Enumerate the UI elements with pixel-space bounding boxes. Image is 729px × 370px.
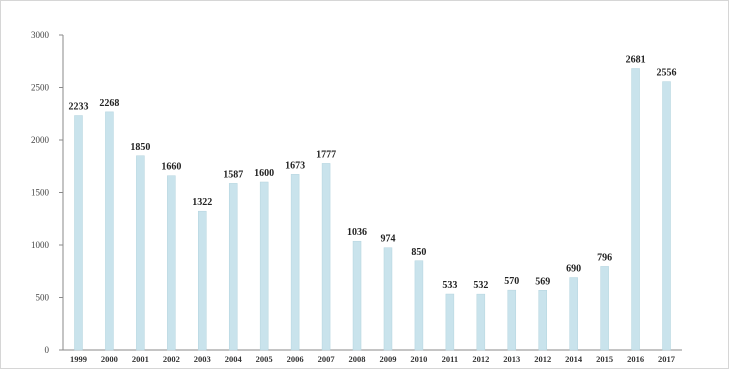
x-tick-label: 1999 <box>70 354 87 364</box>
bars <box>74 68 671 351</box>
bar <box>476 293 486 351</box>
value-labels: 2233 2268 1850 1660 1322 1587 1600 1673 1777 1036… <box>68 54 676 291</box>
x-tick-label: 2011 <box>442 354 459 364</box>
x-tick-label: 2016 <box>627 354 644 364</box>
bar <box>600 266 609 351</box>
bar-value-label: 1660 <box>161 162 181 173</box>
bar <box>228 183 238 351</box>
x-tick-label: 2009 <box>379 354 396 364</box>
x-tick-label: 2013 <box>503 354 520 364</box>
bar <box>662 81 671 351</box>
bar-value-label: 850 <box>411 247 426 258</box>
bar-value-label: 1036 <box>347 227 367 238</box>
bar-value-label: 2233 <box>68 102 88 113</box>
y-axis: 0 500 1000 1500 2000 2500 3000 <box>31 30 682 355</box>
x-tick-label: 2003 <box>194 354 211 364</box>
bar-value-label: 2268 <box>99 98 119 109</box>
x-tick-label: 2014 <box>565 354 583 364</box>
x-tick-label: 2010 <box>410 354 427 364</box>
bar <box>631 68 640 351</box>
bar-value-label: 690 <box>566 264 581 275</box>
bar-value-label: 570 <box>504 276 519 287</box>
bar-value-label: 569 <box>535 276 550 287</box>
x-tick-label: 2007 <box>318 354 336 364</box>
x-tick-label: 2008 <box>349 354 366 364</box>
bar <box>290 174 300 351</box>
y-tick-label: 2000 <box>31 135 50 145</box>
bar-value-label: 1673 <box>285 160 305 171</box>
bar <box>259 181 269 351</box>
x-tick-label: 2002 <box>163 354 180 364</box>
x-tick-label: 2004 <box>225 354 243 364</box>
bar-value-label: 1777 <box>316 149 336 160</box>
bar <box>321 163 331 351</box>
x-tick-label: 2000 <box>101 354 118 364</box>
bar-value-label: 1850 <box>130 142 150 153</box>
bar <box>167 175 176 351</box>
bar-value-label: 533 <box>442 280 457 291</box>
bar-value-label: 1322 <box>192 197 212 208</box>
bar <box>507 289 517 351</box>
x-tick-label: 2005 <box>256 354 273 364</box>
bar <box>414 260 424 351</box>
y-tick-label: 0 <box>45 345 50 355</box>
x-tick-label: 2012 <box>472 354 489 364</box>
bar <box>136 155 145 351</box>
bar-value-label: 974 <box>380 234 395 245</box>
x-axis-labels: 1999 2000 2001 2002 2003 2004 2005 2006 2007 2008… <box>70 354 676 364</box>
y-tick-label: 1000 <box>31 240 50 250</box>
bar-value-label: 2681 <box>626 54 646 65</box>
x-tick-label: 2001 <box>132 354 149 364</box>
bar <box>105 111 114 351</box>
x-tick-label: 2015 <box>596 354 613 364</box>
y-tick-label: 500 <box>36 293 50 303</box>
bar-value-label: 1587 <box>223 169 243 180</box>
x-tick-label: 2006 <box>287 354 304 364</box>
bar <box>74 115 83 351</box>
bar <box>538 290 547 351</box>
bar-value-label: 796 <box>597 252 612 263</box>
x-tick-label: 2012 <box>534 354 551 364</box>
bar <box>352 240 362 351</box>
bar <box>445 293 455 351</box>
x-tick-label: 2017 <box>658 354 676 364</box>
y-tick-label: 3000 <box>31 30 50 40</box>
bar <box>198 210 207 351</box>
y-tick-label: 2500 <box>31 83 50 93</box>
bar-value-label: 2556 <box>657 68 677 79</box>
bar-value-label: 532 <box>473 280 488 291</box>
bar <box>383 247 393 351</box>
bar <box>569 277 578 351</box>
bar-value-label: 1600 <box>254 168 274 179</box>
y-tick-label: 1500 <box>31 188 50 198</box>
